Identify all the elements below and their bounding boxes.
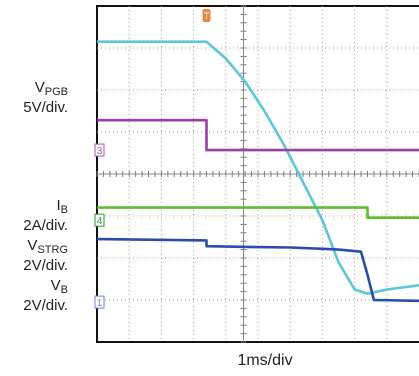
trace-cyan	[97, 40, 419, 295]
channel-marker-label: 1	[97, 298, 103, 309]
vstrg-label: VSTRG 2V/div.	[23, 237, 68, 274]
channel-marker-label: 3	[97, 146, 103, 157]
trace-magenta	[97, 118, 419, 152]
channel-marker-label: 4	[97, 216, 103, 227]
channel-marker	[94, 143, 105, 157]
channel-marker	[94, 213, 105, 227]
ib-label: IB 2A/div.	[23, 197, 68, 234]
trigger-marker	[202, 9, 211, 22]
channel-marker	[94, 295, 105, 309]
trigger-marker-label: T	[204, 11, 210, 21]
trace-blue	[96, 237, 419, 303]
vpgb-label: VPGB 5V/div.	[23, 79, 68, 116]
trace-green	[97, 206, 419, 219]
vb-label: VB 2V/div.	[23, 277, 68, 314]
x-axis-label: 1ms/div	[237, 352, 293, 369]
